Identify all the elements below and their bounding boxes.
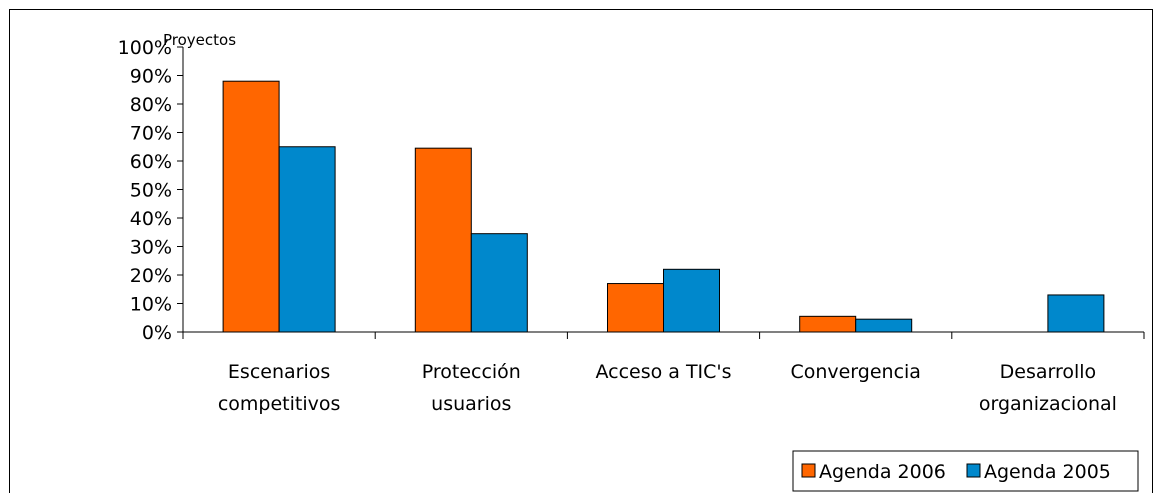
y-tick-label: 100% [118,37,172,59]
bar-agenda-2005 [1047,294,1105,333]
bar-agenda-2006 [607,283,664,333]
y-tick-label: 20% [130,265,172,287]
y-tick-label: 50% [130,180,172,202]
legend-label: Agenda 2006 [819,461,946,483]
y-tick-label: 90% [130,66,172,88]
legend-swatch [801,463,816,478]
y-tick-label: 0% [142,322,172,344]
bar-agenda-2006 [414,147,472,333]
legend: Agenda 2006 Agenda 2005 [792,450,1139,492]
chart-frame [9,9,1153,493]
legend-label: Agenda 2005 [984,461,1111,483]
y-tick-label: 40% [130,208,172,230]
x-category-label: Escenarios [228,361,330,383]
legend-box [792,450,1139,492]
bar-agenda-2005 [663,268,720,333]
y-tick-label: 30% [130,237,172,259]
x-category-label: Protección [422,361,521,383]
y-tick-label: 70% [130,123,172,145]
bar-agenda-2005 [470,233,528,333]
x-category-label: Desarrollo [1000,361,1097,383]
x-category-label: Acceso a TIC's [595,361,731,383]
bar-agenda-2006 [222,80,280,333]
y-tick-label: 80% [130,94,172,116]
y-tick-label: 10% [130,294,172,316]
bar-agenda-2005 [855,318,913,333]
x-category-label: competitivos [218,393,341,415]
y-axis-label: Proyectos [163,31,236,49]
x-category-label: usuarios [431,393,511,415]
x-category-label: organizacional [979,393,1117,415]
legend-swatch [966,463,981,478]
bar-agenda-2005 [278,146,336,333]
x-category-label: Convergencia [790,361,921,383]
bar-agenda-2006 [799,315,857,333]
y-tick-label: 60% [130,151,172,173]
